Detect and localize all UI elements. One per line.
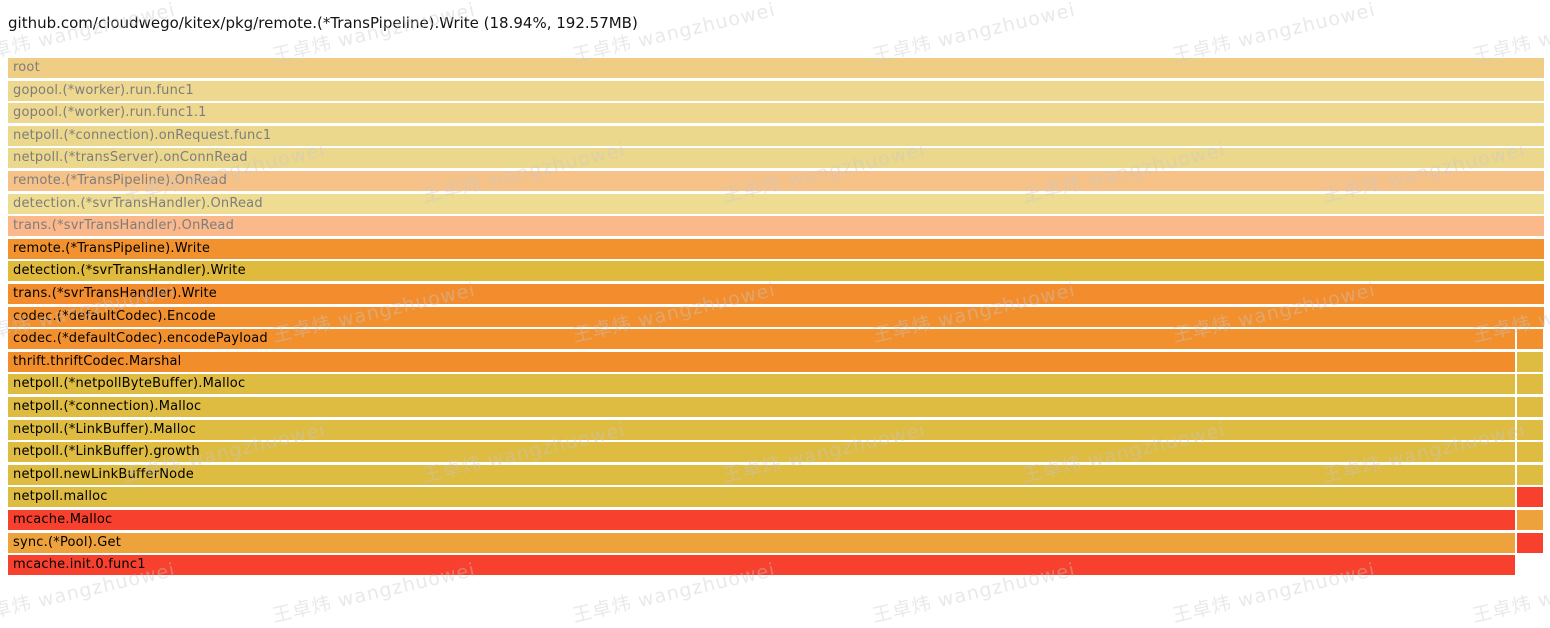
flame-frame-netpoll-malloc[interactable]: netpoll.malloc bbox=[8, 487, 1515, 507]
flame-frame-netpoll-netpollbytebuffer-malloc[interactable]: netpoll.(*netpollByteBuffer).Malloc bbox=[8, 374, 1515, 394]
flame-frame-detection-svrtranshandler-onread[interactable]: detection.(*svrTransHandler).OnRead bbox=[8, 194, 1544, 214]
flame-frame-detection-svrtranshandler-write[interactable]: detection.(*svrTransHandler).Write bbox=[8, 261, 1544, 281]
flame-frame-mcache-malloc[interactable]: mcache.Malloc bbox=[8, 510, 1515, 530]
flame-frame-root[interactable]: root bbox=[8, 58, 1544, 78]
flame-frame-label: detection.(*svrTransHandler).Write bbox=[13, 263, 246, 278]
flame-frame-unlabeled-segment[interactable] bbox=[1517, 352, 1543, 372]
flame-frame-unlabeled-segment[interactable] bbox=[1517, 442, 1543, 462]
flame-frame-codec-defaultcodec-encode[interactable]: codec.(*defaultCodec).Encode bbox=[8, 307, 1544, 327]
flame-graph: root gopool.(*worker).run.func1 gopool.(*w… bbox=[8, 58, 1544, 575]
flame-frame-mcache-init-0-func1[interactable]: mcache.init.0.func1 bbox=[8, 555, 1515, 575]
flame-frame-gopool-worker-run-func1[interactable]: gopool.(*worker).run.func1 bbox=[8, 81, 1544, 101]
flame-frame-label: netpoll.(*connection).Malloc bbox=[13, 399, 202, 414]
flame-frame-trans-svrtranshandler-onread[interactable]: trans.(*svrTransHandler).OnRead bbox=[8, 216, 1544, 236]
flame-frame-label: netpoll.(*connection).onRequest.func1 bbox=[13, 128, 272, 143]
flame-frame-label: gopool.(*worker).run.func1 bbox=[13, 83, 194, 98]
flame-frame-codec-defaultcodec-encodepayload[interactable]: codec.(*defaultCodec).encodePayload bbox=[8, 329, 1515, 349]
flame-frame-unlabeled-segment[interactable] bbox=[1517, 374, 1543, 394]
flame-frame-label: remote.(*TransPipeline).Write bbox=[13, 241, 211, 256]
flame-frame-remote-transpipeline-onread[interactable]: remote.(*TransPipeline).OnRead bbox=[8, 171, 1544, 191]
flame-frame-trans-svrtranshandler-write[interactable]: trans.(*svrTransHandler).Write bbox=[8, 284, 1544, 304]
flame-frame-label: sync.(*Pool).Get bbox=[13, 535, 122, 550]
flame-frame-netpoll-newlinkbuffernode[interactable]: netpoll.newLinkBufferNode bbox=[8, 465, 1515, 485]
flame-frame-remote-transpipeline-write[interactable]: remote.(*TransPipeline).Write bbox=[8, 239, 1544, 259]
flame-frame-sync-pool-get[interactable]: sync.(*Pool).Get bbox=[8, 533, 1515, 553]
flame-frame-netpoll-connection-malloc[interactable]: netpoll.(*connection).Malloc bbox=[8, 397, 1515, 417]
flame-frame-netpoll-transserver-onconnread[interactable]: netpoll.(*transServer).onConnRead bbox=[8, 148, 1544, 168]
flame-frame-netpoll-linkbuffer-malloc[interactable]: netpoll.(*LinkBuffer).Malloc bbox=[8, 420, 1515, 440]
flame-frame-label: netpoll.(*LinkBuffer).growth bbox=[13, 444, 200, 459]
flame-frame-label: netpoll.(*transServer).onConnRead bbox=[13, 150, 248, 165]
flame-frame-netpoll-linkbuffer-growth[interactable]: netpoll.(*LinkBuffer).growth bbox=[8, 442, 1515, 462]
flame-frame-label: thrift.thriftCodec.Marshal bbox=[13, 354, 182, 369]
flame-frame-label: remote.(*TransPipeline).OnRead bbox=[13, 173, 228, 188]
flame-frame-label: mcache.init.0.func1 bbox=[13, 557, 146, 572]
flame-frame-label: netpoll.newLinkBufferNode bbox=[13, 467, 194, 482]
flame-frame-label: netpoll.malloc bbox=[13, 489, 108, 504]
flame-frame-label: root bbox=[13, 60, 40, 75]
flame-frame-label: netpoll.(*LinkBuffer).Malloc bbox=[13, 422, 197, 437]
flame-frame-unlabeled-segment[interactable] bbox=[1517, 487, 1543, 507]
flame-frame-label: codec.(*defaultCodec).encodePayload bbox=[13, 331, 268, 346]
flame-frame-unlabeled-segment[interactable] bbox=[1517, 329, 1543, 349]
flame-frame-label: detection.(*svrTransHandler).OnRead bbox=[13, 196, 263, 211]
flame-frame-label: trans.(*svrTransHandler).Write bbox=[13, 286, 218, 301]
flame-frame-netpoll-connection-onrequest-func1[interactable]: netpoll.(*connection).onRequest.func1 bbox=[8, 126, 1544, 146]
flame-frame-unlabeled-segment[interactable] bbox=[1517, 420, 1543, 440]
flame-frame-label: trans.(*svrTransHandler).OnRead bbox=[13, 218, 235, 233]
flame-frame-label: netpoll.(*netpollByteBuffer).Malloc bbox=[13, 376, 246, 391]
flame-frame-unlabeled-segment[interactable] bbox=[1517, 465, 1543, 485]
flame-frame-label: mcache.Malloc bbox=[13, 512, 113, 527]
flame-frame-gopool-worker-run-func1-1[interactable]: gopool.(*worker).run.func1.1 bbox=[8, 103, 1544, 123]
flame-frame-label: gopool.(*worker).run.func1.1 bbox=[13, 105, 207, 120]
flame-frame-label: codec.(*defaultCodec).Encode bbox=[13, 309, 216, 324]
flame-frame-unlabeled-segment[interactable] bbox=[1517, 397, 1543, 417]
flame-frame-thrift-thriftcodec-marshal[interactable]: thrift.thriftCodec.Marshal bbox=[8, 352, 1515, 372]
flame-frame-unlabeled-segment[interactable] bbox=[1517, 510, 1543, 530]
selected-frame-title: github.com/cloudwego/kitex/pkg/remote.(*… bbox=[8, 14, 638, 32]
flame-frame-unlabeled-segment[interactable] bbox=[1517, 533, 1543, 553]
